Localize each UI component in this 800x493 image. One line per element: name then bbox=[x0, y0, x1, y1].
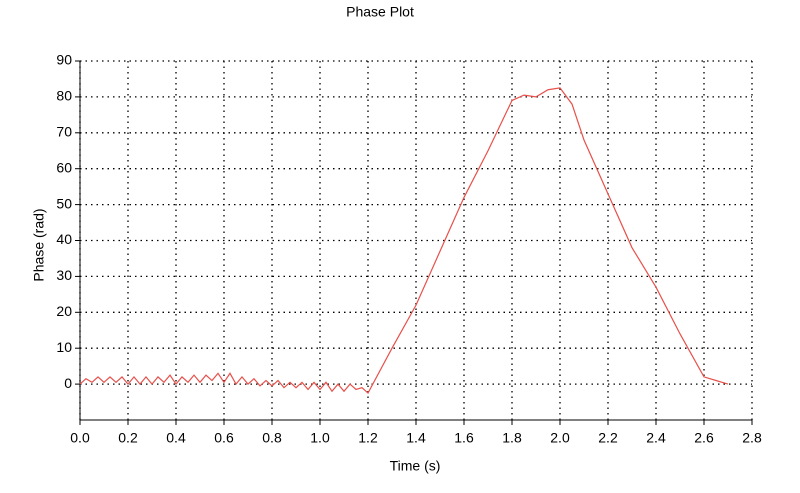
x-tick-label: 2.8 bbox=[742, 430, 762, 446]
x-tick-label: 2.2 bbox=[598, 430, 618, 446]
y-tick-label: 30 bbox=[56, 267, 72, 283]
x-tick-label: 2.4 bbox=[646, 430, 666, 446]
x-tick-label: 0.0 bbox=[70, 430, 90, 446]
x-tick-label: 1.4 bbox=[406, 430, 426, 446]
y-axis-label: Phase (rad) bbox=[31, 208, 47, 281]
data-line bbox=[79, 87, 729, 395]
y-tick-label: 60 bbox=[56, 159, 72, 175]
x-tick-label: 1.2 bbox=[358, 430, 378, 446]
x-tick-label: 1.8 bbox=[502, 430, 522, 446]
x-tick-label: 2.6 bbox=[694, 430, 714, 446]
x-tick-label: 0.8 bbox=[262, 430, 282, 446]
x-tick-label: 2.0 bbox=[550, 430, 570, 446]
y-tick-label: 50 bbox=[56, 195, 72, 211]
y-tick-label: 0 bbox=[64, 375, 72, 391]
x-tick-label: 0.6 bbox=[214, 430, 234, 446]
y-tick-label: 20 bbox=[56, 303, 72, 319]
y-tick-label: 90 bbox=[56, 52, 72, 68]
x-tick-label: 1.6 bbox=[454, 430, 474, 446]
x-tick-label: 0.4 bbox=[166, 430, 186, 446]
y-tick-label: 40 bbox=[56, 231, 72, 247]
x-tick-label: 0.2 bbox=[118, 430, 138, 446]
x-axis-label: Time (s) bbox=[390, 458, 441, 474]
chart-title: Phase Plot bbox=[346, 4, 414, 20]
y-tick-label: 80 bbox=[56, 88, 72, 104]
y-tick-label: 70 bbox=[56, 124, 72, 140]
y-tick-label: 10 bbox=[56, 339, 72, 355]
x-tick-label: 1.0 bbox=[310, 430, 330, 446]
